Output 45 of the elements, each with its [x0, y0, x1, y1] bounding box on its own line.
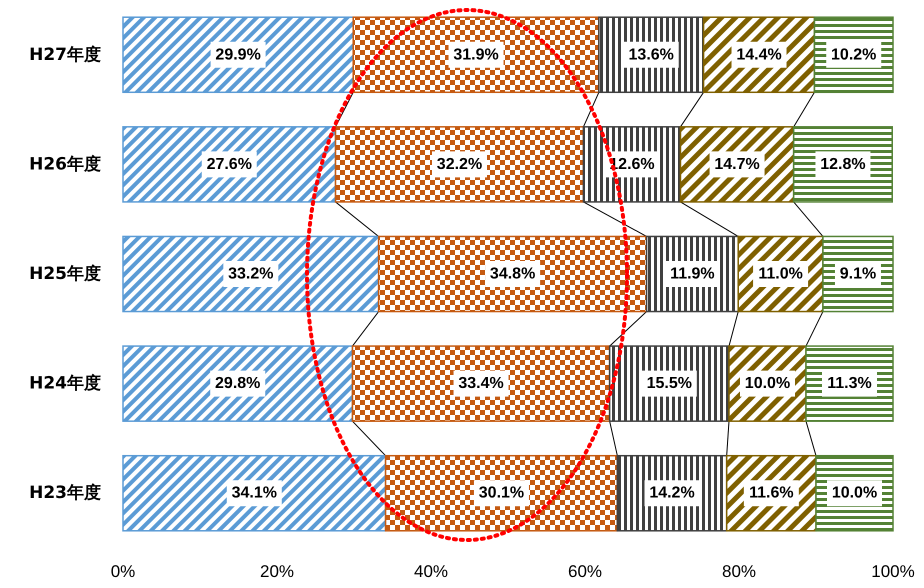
data-label: 34.8%: [490, 266, 536, 282]
data-label: 11.0%: [758, 266, 803, 282]
x-tick-label: 80%: [722, 562, 756, 581]
data-label: 10.2%: [831, 46, 876, 64]
data-label: 33.4%: [458, 375, 504, 392]
y-tick-label: H27年度: [29, 44, 101, 65]
y-tick-label: H23年度: [29, 483, 101, 504]
data-label: 10.0%: [832, 484, 878, 502]
data-label: 14.2%: [649, 484, 695, 502]
data-label: 30.1%: [478, 484, 524, 502]
data-label: 11.3%: [827, 375, 872, 392]
x-tick-label: 40%: [414, 562, 448, 581]
bar: [122, 236, 380, 312]
data-label: 33.2%: [228, 266, 274, 282]
data-label: 29.8%: [215, 375, 260, 392]
data-label: 13.6%: [628, 46, 674, 64]
x-tick-label: 100%: [871, 562, 915, 581]
y-tick-label: H24年度: [29, 374, 101, 394]
data-label: 12.8%: [820, 156, 866, 173]
bar: [352, 345, 610, 422]
bar: [122, 345, 354, 422]
x-tick-label: 0%: [110, 562, 136, 581]
bar: [352, 16, 600, 94]
bar: [334, 126, 584, 203]
bar: [378, 236, 648, 312]
data-label: 14.7%: [714, 156, 760, 173]
data-label: 31.9%: [453, 46, 499, 64]
y-tick-label: H25年度: [29, 264, 101, 284]
x-tick-label: 20%: [260, 562, 294, 581]
y-tick-label: H26年度: [29, 154, 101, 174]
data-label: 11.9%: [670, 266, 715, 282]
data-label: 15.5%: [646, 375, 692, 392]
bar: [122, 454, 386, 532]
data-label: 29.9%: [215, 46, 261, 64]
data-label: 27.6%: [206, 156, 252, 173]
data-label: 34.1%: [232, 484, 277, 502]
data-label: 14.4%: [736, 46, 782, 64]
x-tick-label: 60%: [568, 562, 602, 581]
bar: [384, 454, 618, 532]
bar: [122, 126, 336, 203]
data-label: 10.0%: [744, 375, 790, 392]
bar: [122, 16, 354, 94]
data-label: 9.1%: [840, 266, 876, 282]
data-label: 32.2%: [436, 156, 482, 173]
data-label: 11.6%: [749, 484, 794, 502]
